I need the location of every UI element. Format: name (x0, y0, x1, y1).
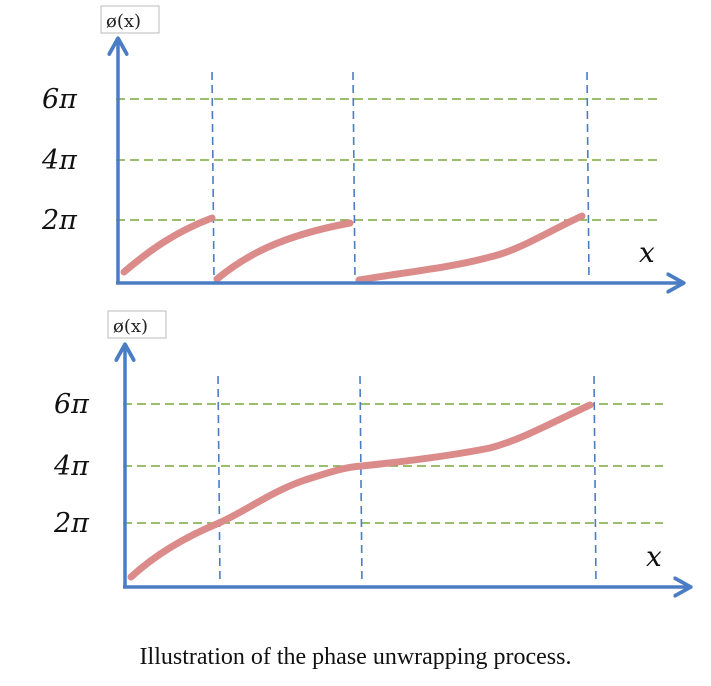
top-tick-label-2pi: 2π (41, 205, 78, 236)
top-grid-lines (116, 98, 657, 221)
figure-caption: Illustration of the phase unwrapping pro… (139, 644, 572, 670)
top-tick-label-6pi: 6π (42, 84, 78, 115)
bottom-tick-label-6pi: 6π (54, 389, 90, 420)
bottom-tick-label-4pi: 4π (53, 451, 90, 482)
bottom-y-axis-label: ø(x) (113, 316, 148, 337)
top-y-axis-label-box: ø(x) (100, 5, 160, 34)
top-tick-label-4pi: 4π (41, 145, 78, 176)
bottom-panel: 6π 4π 2π ø(x) x (53, 310, 689, 587)
bottom-wrap-boundaries (217, 375, 597, 585)
top-tick-labels: 6π 4π 2π (41, 84, 78, 236)
top-wrapped-segment-3 (355, 212, 586, 284)
bottom-tick-label-2pi: 2π (53, 508, 90, 539)
top-wrap-boundary-1 (211, 71, 215, 281)
top-wrapped-segment-1 (120, 214, 216, 276)
bottom-x-axis-label: x (646, 540, 662, 573)
bottom-tick-labels: 6π 4π 2π (53, 389, 90, 539)
top-phase-segments (120, 212, 586, 284)
top-y-axis-label: ø(x) (106, 11, 141, 32)
top-axes (116, 40, 682, 283)
bottom-wrap-boundary-1 (217, 375, 221, 585)
top-panel: 6π 4π 2π ø(x) x (41, 5, 682, 284)
top-wrapped-segment-2 (213, 219, 354, 283)
top-x-axis-label: x (639, 236, 655, 269)
bottom-unwrapped-curve (127, 401, 594, 581)
bottom-y-axis-label-box: ø(x) (107, 310, 167, 339)
bottom-axes (123, 346, 689, 587)
top-wrap-boundary-3 (586, 71, 590, 281)
bottom-wrap-boundary-3 (593, 375, 597, 585)
top-wrap-boundaries (211, 71, 590, 281)
bottom-wrap-boundary-2 (359, 375, 363, 585)
top-wrap-boundary-2 (352, 71, 356, 281)
